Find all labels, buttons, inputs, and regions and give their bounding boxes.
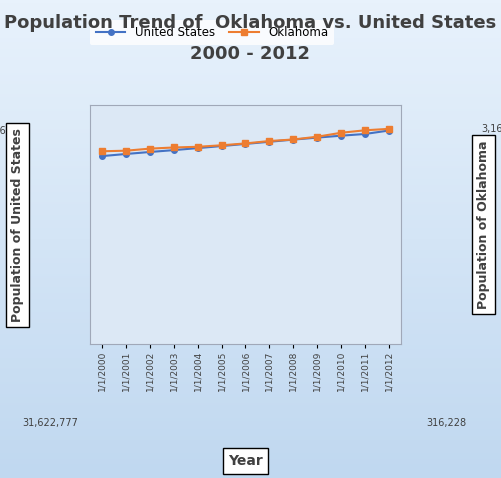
X-axis label: Year: Year (228, 454, 263, 468)
Text: 3,162,278: 3,162,278 (481, 124, 501, 134)
Text: 31,622,777: 31,622,777 (22, 418, 78, 428)
Legend: United States, Oklahoma: United States, Oklahoma (90, 20, 334, 45)
Text: 316,227,766: 316,227,766 (0, 126, 13, 135)
Text: 2000 - 2012: 2000 - 2012 (190, 45, 311, 64)
Text: 316,228: 316,228 (426, 418, 466, 428)
Text: Population of Oklahoma: Population of Oklahoma (477, 141, 490, 309)
Text: Population Trend of  Oklahoma vs. United States: Population Trend of Oklahoma vs. United … (5, 14, 496, 33)
Text: Population of United States: Population of United States (11, 128, 24, 322)
